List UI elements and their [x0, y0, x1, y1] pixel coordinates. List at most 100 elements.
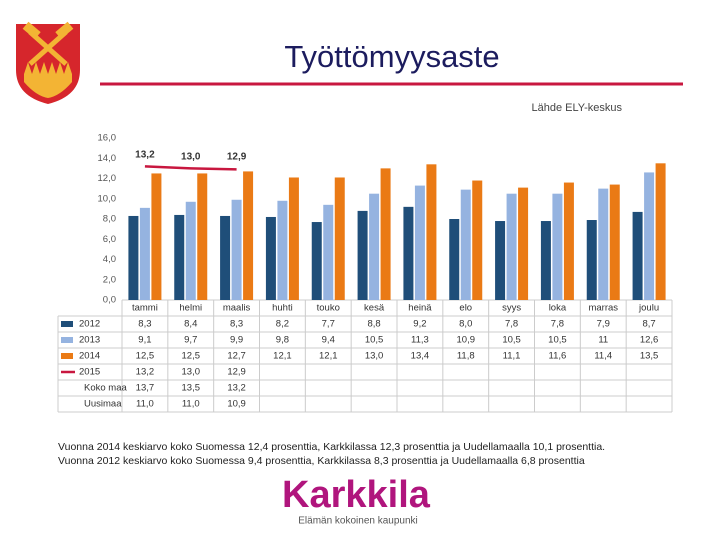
bar	[655, 163, 666, 300]
table-cell: 12,1	[319, 351, 338, 362]
line	[144, 165, 237, 171]
bar	[403, 206, 414, 300]
table-cell: 8,7	[642, 319, 655, 330]
logo-slogan: Elämän kokoinen kaupunki	[298, 516, 418, 527]
bar	[151, 173, 162, 300]
line-label: 12,9	[227, 152, 247, 163]
table-cell: 9,8	[276, 335, 289, 346]
legend-label: 2012	[79, 319, 100, 330]
y-tick-label: 6,0	[103, 234, 116, 245]
table-cell: 11,0	[136, 399, 154, 410]
table-cell: 12,6	[640, 335, 659, 346]
table-cell: 11,0	[182, 399, 200, 410]
bar	[518, 187, 529, 300]
table-cell: 13,0	[182, 367, 201, 378]
bar	[231, 199, 242, 300]
table-cell: 11,3	[411, 335, 429, 346]
bar	[609, 184, 620, 300]
table-cell: 9,1	[138, 335, 151, 346]
bar	[288, 177, 299, 300]
x-tick-label: kesä	[364, 303, 385, 314]
bar	[472, 180, 483, 300]
y-tick-label: 14,0	[98, 153, 117, 164]
bar	[311, 222, 322, 300]
bar	[460, 189, 471, 300]
x-tick-label: touko	[317, 303, 340, 314]
legend-label: Uusimaa	[84, 399, 122, 410]
table-cell: 12,5	[182, 351, 201, 362]
bar	[495, 221, 506, 300]
line-label: 13,2	[135, 150, 155, 161]
table-cell: 13,2	[227, 383, 246, 394]
table-cell: 9,4	[322, 335, 335, 346]
table-cell: 7,9	[597, 319, 610, 330]
x-tick-label: helmi	[179, 303, 202, 314]
table-cell: 13,5	[640, 351, 659, 362]
table-cell: 7,7	[322, 319, 335, 330]
note: Vuonna 2014 keskiarvo koko Suomessa 12,4…	[58, 441, 605, 453]
note: Vuonna 2012 keskiarvo koko Suomessa 9,4 …	[58, 455, 585, 467]
x-tick-label: maalis	[223, 303, 251, 314]
bar	[380, 168, 391, 300]
legend-swatch	[61, 337, 73, 343]
bar	[369, 193, 380, 300]
y-tick-label: 0,0	[103, 295, 116, 306]
logo-name: Karkkila	[282, 474, 431, 516]
coat-of-arms	[16, 21, 80, 104]
x-tick-label: joulu	[638, 303, 659, 314]
table-cell: 13,0	[365, 351, 384, 362]
x-tick-label: huhti	[272, 303, 293, 314]
table-cell: 9,2	[413, 319, 426, 330]
table-cell: 9,7	[184, 335, 197, 346]
bar	[426, 164, 437, 300]
bar	[139, 207, 150, 300]
bar	[414, 185, 425, 300]
table-cell: 8,4	[184, 319, 197, 330]
bar	[128, 215, 139, 300]
bar	[506, 193, 517, 300]
bar	[563, 182, 574, 300]
y-tick-label: 2,0	[103, 274, 116, 285]
x-tick-label: marras	[588, 303, 618, 314]
x-tick-label: syys	[502, 303, 521, 314]
y-tick-label: 8,0	[103, 214, 116, 225]
legend-label: 2015	[79, 367, 100, 378]
bar	[586, 220, 597, 300]
legend-swatch	[61, 321, 73, 327]
bar	[552, 193, 563, 300]
x-tick-label: loka	[549, 303, 567, 314]
y-tick-label: 4,0	[103, 254, 116, 265]
bar	[449, 219, 460, 300]
table-cell: 7,8	[551, 319, 564, 330]
table-cell: 10,9	[227, 399, 246, 410]
y-tick-label: 10,0	[98, 193, 117, 204]
table-cell: 13,4	[411, 351, 430, 362]
x-tick-label: tammi	[132, 303, 158, 314]
legend-label: 2013	[79, 335, 100, 346]
table-cell: 13,7	[136, 383, 155, 394]
table-cell: 8,3	[230, 319, 243, 330]
table-cell: 10,5	[502, 335, 521, 346]
table-cell: 11,8	[457, 351, 475, 362]
bar	[197, 173, 208, 300]
chart: 0,0 2,0 4,0 6,0 8,0 10,0 12,0 14,0 16,0 tammi helm…	[57, 133, 673, 413]
legend-swatch	[61, 353, 73, 359]
x-tick-label: elo	[459, 303, 472, 314]
table-cell: 10,5	[365, 335, 384, 346]
table-cell: 12,7	[227, 351, 246, 362]
legend-label: 2014	[79, 351, 100, 362]
x-tick-label: heinä	[408, 303, 432, 314]
table-cell: 12,9	[227, 367, 246, 378]
y-tick-label: 16,0	[98, 133, 117, 144]
table-cell: 11,6	[549, 351, 567, 362]
table-cell: 10,5	[548, 335, 567, 346]
table-cell: 9,9	[230, 335, 243, 346]
bar	[174, 214, 185, 300]
table-cell: 8,2	[276, 319, 289, 330]
legend-label: Koko maa	[84, 383, 127, 394]
bar	[357, 210, 368, 300]
bar	[185, 201, 196, 300]
table-cell: 13,2	[136, 367, 155, 378]
table-cell: 12,5	[136, 351, 155, 362]
